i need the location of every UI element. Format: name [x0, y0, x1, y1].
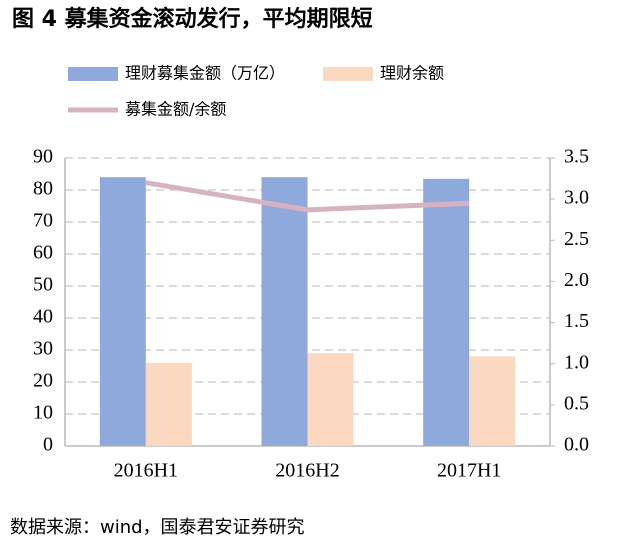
legend-label: 理财募集金额（万亿） — [125, 64, 285, 83]
y2-tick-label: 0.5 — [564, 392, 589, 414]
legend-swatch — [323, 67, 373, 81]
y2-tick-label: 2.0 — [564, 269, 589, 291]
y-tick-label: 40 — [33, 306, 53, 328]
y-tick-label: 80 — [33, 178, 53, 200]
y-tick-label: 20 — [33, 370, 53, 392]
source-note: 数据来源：wind，国泰君安证券研究 — [10, 517, 305, 538]
y2-tick-label: 2.5 — [564, 228, 589, 250]
y-tick-label: 90 — [33, 146, 53, 168]
x-tick-label: 2017H1 — [437, 460, 501, 482]
y-tick-label: 0 — [43, 434, 53, 456]
bar — [423, 178, 470, 447]
y2-tick-label: 3.5 — [564, 146, 589, 168]
x-tick-label: 2016H1 — [114, 460, 178, 482]
legend-label: 理财余额 — [380, 64, 444, 83]
y-tick-label: 30 — [33, 338, 53, 360]
bar — [261, 177, 308, 446]
bar — [145, 362, 192, 446]
bar — [307, 353, 354, 446]
y-tick-label: 70 — [33, 210, 53, 232]
y2-tick-label: 0.0 — [564, 434, 589, 456]
bar — [99, 177, 146, 446]
line-series — [145, 180, 470, 213]
y-tick-label: 10 — [33, 402, 53, 424]
bar — [469, 356, 516, 446]
legend-swatch — [68, 67, 118, 81]
y-tick-label: 60 — [33, 242, 53, 264]
y2-tick-label: 1.0 — [564, 351, 589, 373]
x-tick-label: 2016H2 — [275, 460, 339, 482]
y-tick-label: 50 — [33, 274, 53, 296]
legend-label: 募集金额/余额 — [125, 100, 226, 119]
y2-tick-label: 1.5 — [564, 310, 589, 332]
y2-tick-label: 3.0 — [564, 187, 589, 209]
chart-title: 图 4 募集资金滚动发行，平均期限短 — [12, 6, 373, 32]
